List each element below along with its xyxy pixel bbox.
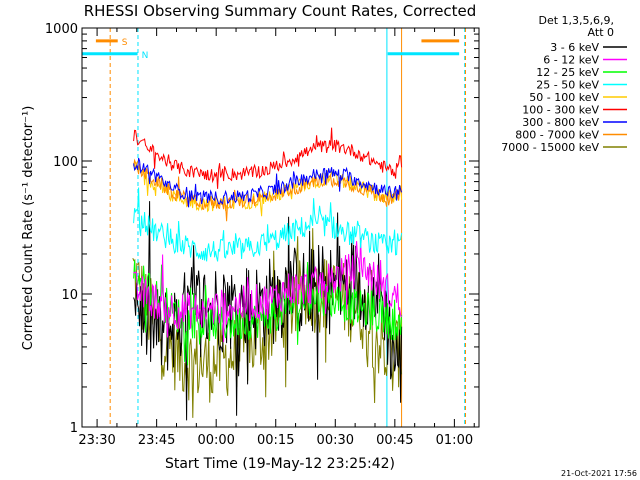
flag-labels: SN bbox=[122, 38, 149, 61]
x-tick-label-2: 00:00 bbox=[197, 433, 234, 448]
observing-flags bbox=[82, 39, 460, 56]
y-tick-label-0: 1 bbox=[70, 421, 78, 436]
x-tick-label-5: 00:45 bbox=[376, 433, 413, 448]
plot-area bbox=[82, 28, 467, 427]
legend-label-4: 50 - 100 keV bbox=[529, 91, 599, 104]
series-line-7 bbox=[133, 158, 403, 222]
series-line-6 bbox=[133, 157, 403, 208]
legend-label-2: 12 - 25 keV bbox=[536, 66, 599, 79]
timestamp: 21-Oct-2021 17:56 bbox=[561, 469, 637, 478]
y-tick-label-1: 10 bbox=[61, 288, 78, 303]
legend-label-6: 300 - 800 keV bbox=[522, 116, 599, 129]
legend-label-1: 6 - 12 keV bbox=[543, 54, 599, 67]
series-lines bbox=[132, 127, 403, 421]
axes: 1 10 100 1000 23:30 23:45 00:00 00:15 00:30 00:45… bbox=[45, 22, 480, 448]
y-tick-label-3: 1000 bbox=[45, 22, 78, 37]
chart-title: RHESSI Observing Summary Count Rates, Co… bbox=[84, 2, 477, 20]
x-tick-label-0: 23:30 bbox=[78, 433, 115, 448]
series-line-3 bbox=[133, 187, 403, 262]
legend-label-7: 800 - 7000 keV bbox=[515, 129, 599, 142]
legend-label-3: 25 - 50 keV bbox=[536, 79, 599, 92]
x-tick-label-1: 23:45 bbox=[138, 433, 175, 448]
x-tick-label-3: 00:15 bbox=[257, 433, 294, 448]
x-axis-label: Start Time (19-May-12 23:25:42) bbox=[165, 456, 395, 472]
legend-header-line-0: Det 1,3,5,6,9, bbox=[538, 14, 614, 27]
legend-label-5: 100 - 300 keV bbox=[522, 104, 599, 117]
x-tick-label-4: 00:30 bbox=[317, 433, 354, 448]
legend-label-0: 3 - 6 keV bbox=[550, 41, 599, 54]
flag-label-S: S bbox=[122, 38, 128, 48]
series-line-1 bbox=[133, 237, 403, 343]
x-tick-label-6: 01:00 bbox=[436, 433, 473, 448]
series-line-5 bbox=[133, 127, 403, 189]
legend-label-8: 7000 - 15000 keV bbox=[501, 141, 599, 154]
flag-label-N: N bbox=[142, 51, 149, 61]
legend-header: Det 1,3,5,6,9,Att 0 bbox=[538, 14, 614, 39]
plot-frame bbox=[81, 27, 480, 428]
legend-header-line-1: Att 0 bbox=[588, 26, 614, 39]
y-axis-label: Corrected Count Rate (s⁻¹ detector⁻¹) bbox=[21, 106, 36, 351]
y-tick-label-2: 100 bbox=[53, 155, 78, 170]
